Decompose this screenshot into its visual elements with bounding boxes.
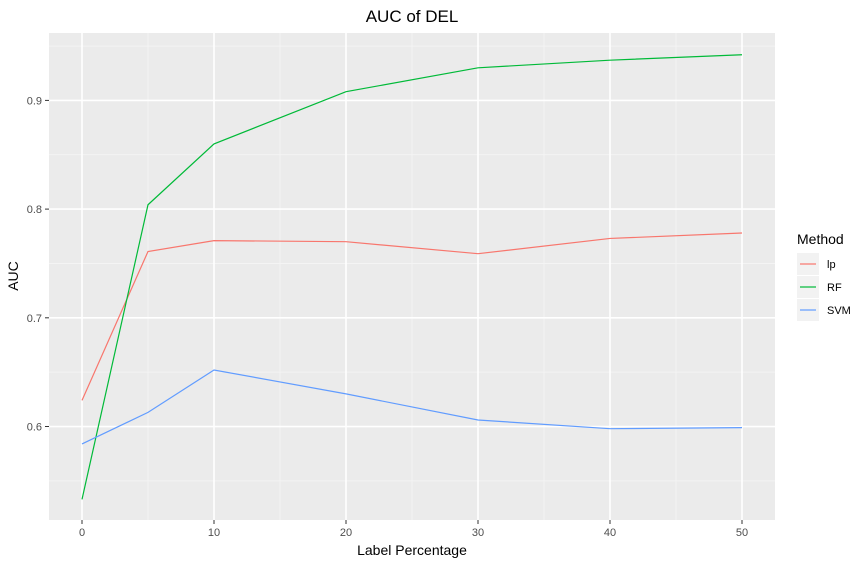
- series-line-svm: [81, 369, 743, 445]
- chart-title: AUC of DEL: [366, 7, 459, 26]
- series-lines: [81, 54, 743, 500]
- legend-label-svm: SVM: [827, 305, 851, 317]
- y-tick-label: 0.6: [27, 422, 42, 434]
- x-tick-label: 0: [79, 527, 85, 539]
- y-tick-label: 0.9: [27, 95, 42, 107]
- axes: 0 10 20 30 40 50 0.6 0.7 0.8 0.9: [27, 95, 748, 539]
- y-tick-label: 0.7: [27, 313, 42, 325]
- x-tick-label: 30: [472, 527, 484, 539]
- legend-label-lp: lp: [827, 259, 836, 271]
- x-tick-label: 40: [604, 527, 616, 539]
- legend-title: Method: [797, 231, 844, 247]
- grid: [49, 33, 775, 520]
- series-line-lp: [81, 232, 743, 401]
- x-tick-label: 50: [736, 527, 748, 539]
- x-tick-label: 20: [340, 527, 352, 539]
- series-line-rf: [81, 54, 743, 500]
- x-tick-label: 10: [208, 527, 220, 539]
- legend-label-rf: RF: [827, 282, 842, 294]
- y-axis-title: AUC: [5, 261, 21, 291]
- y-tick-label: 0.8: [27, 204, 42, 216]
- legend: Method lp RF SVM: [797, 231, 851, 321]
- x-axis-title: Label Percentage: [357, 542, 467, 558]
